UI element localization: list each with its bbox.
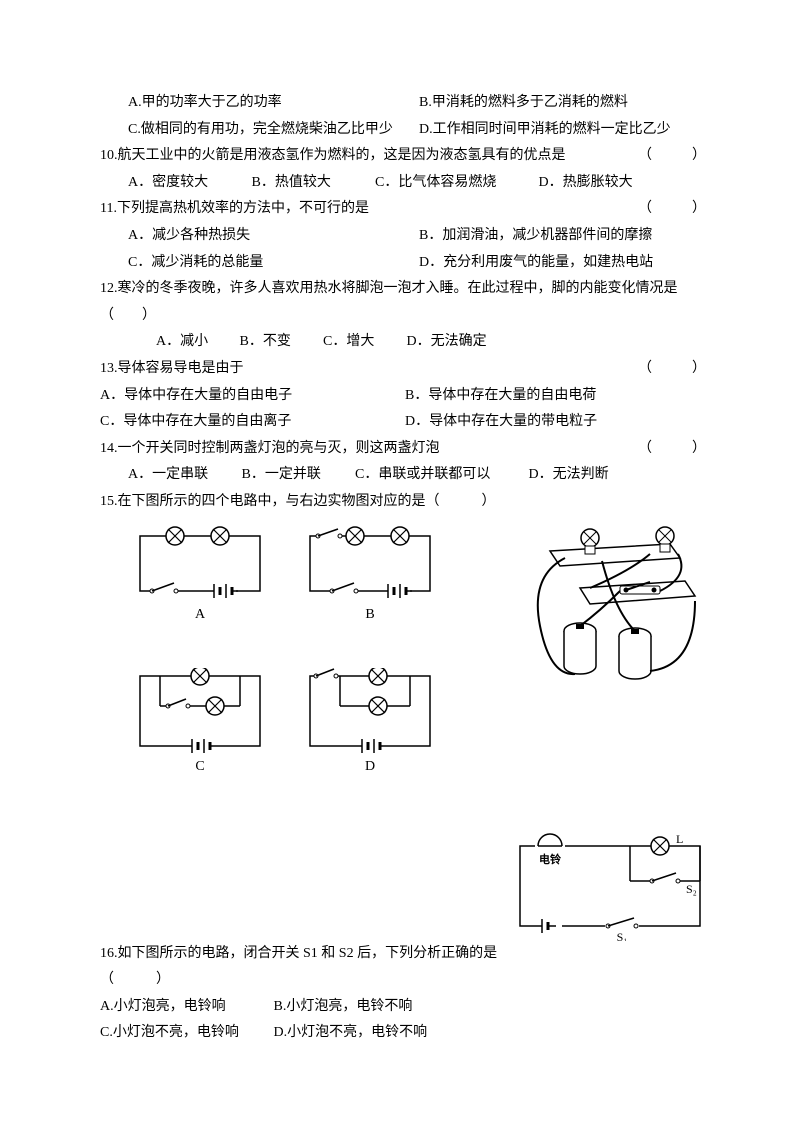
circuit-a: A [130, 526, 270, 629]
q10-optC: C．比气体容易燃烧 [375, 170, 535, 197]
q14-optB: B．一定并联 [242, 462, 352, 489]
q12-optA: A．减小 [156, 329, 236, 356]
q14-optC: C．串联或并联都可以 [355, 462, 525, 489]
q14-stem: 14.一个开关同时控制两盏灯泡的亮与灭，则这两盏灯泡 [100, 441, 440, 456]
q16-circuit-svg: 电铃 L S₂ S₁ [510, 831, 710, 941]
circuit-d-svg [300, 668, 440, 758]
q12-optD: D．无法确定 [407, 329, 487, 356]
q10-opts: A．密度较大 B．热值较大 C．比气体容易燃烧 D．热膨胀较大 [100, 170, 710, 197]
q14-opts: A．一定串联 B．一定并联 C．串联或并联都可以 D．无法判断 [100, 462, 710, 489]
q10-stem-row: 10.航天工业中的火箭是用液态氢作为燃料的，这是因为液态氢具有的优点是 （ ） [100, 143, 710, 170]
q13-optB: B．导体中存在大量的自由电荷 [405, 383, 710, 410]
q12-optB: B．不变 [240, 329, 320, 356]
q11-optC: C．减少消耗的总能量 [128, 250, 419, 277]
q16-row2: C.小灯泡不亮，电铃响 D.小灯泡不亮，电铃不响 [100, 1020, 710, 1047]
q16-optC: C.小灯泡不亮，电铃响 [100, 1020, 270, 1047]
q13-paren: （ ） [638, 356, 710, 383]
q13-optC: C．导体中存在大量的自由离子 [100, 409, 405, 436]
q12-opts: A．减小 B．不变 C．增大 D．无法确定 [100, 329, 710, 356]
q16-paren: （ ） [100, 967, 710, 994]
q11-row2: C．减少消耗的总能量 D．充分利用废气的能量，如建热电站 [100, 250, 710, 277]
bell-label: 电铃 [539, 852, 561, 866]
circuit-b-label: B [300, 602, 440, 629]
q13-optD: D．导体中存在大量的带电粒子 [405, 409, 710, 436]
q16-row1: A.小灯泡亮，电铃响 B.小灯泡亮，电铃不响 [100, 994, 710, 1021]
q9-optA: A.甲的功率大于乙的功率 [128, 90, 419, 117]
q10-optD: D．热膨胀较大 [539, 170, 633, 197]
s1-label: S₁ [617, 930, 628, 941]
q15-physical [520, 516, 710, 686]
q14-optD: D．无法判断 [529, 462, 609, 489]
q9-row2: C.做相同的有用功，完全燃烧柴油乙比甲少 D.工作相同时间甲消耗的燃料一定比乙少 [100, 117, 710, 144]
q16-circuit: 电铃 L S₂ S₁ [510, 831, 710, 941]
q14-paren: （ ） [638, 436, 710, 463]
q11-stem: 11.下列提高热机效率的方法中，不可行的是 [100, 201, 369, 216]
q10-paren: （ ） [638, 143, 710, 170]
q12-paren: （ ） [100, 303, 710, 330]
q14-optA: A．一定串联 [128, 462, 238, 489]
q15-diagrams-row2: C [130, 668, 520, 781]
q9-row1: A.甲的功率大于乙的功率 B.甲消耗的燃料多于乙消耗的燃料 [100, 90, 710, 117]
q11-optB: B．加润滑油，减少机器部件间的摩擦 [419, 223, 710, 250]
circuit-d: D [300, 668, 440, 781]
q16-optA: A.小灯泡亮，电铃响 [100, 994, 270, 1021]
circuit-d-label: D [300, 754, 440, 781]
q10-optA: A．密度较大 [128, 170, 248, 197]
circuit-a-svg [130, 526, 270, 606]
q9-optD: D.工作相同时间甲消耗的燃料一定比乙少 [419, 117, 710, 144]
q11-paren: （ ） [638, 196, 710, 223]
lamp-label: L [676, 832, 683, 846]
circuit-b-svg [300, 526, 440, 606]
s2-label: S₂ [686, 882, 697, 896]
q9-optC: C.做相同的有用功，完全燃烧柴油乙比甲少 [128, 117, 419, 144]
q16-stem: 16.如下图所示的电路，闭合开关 S1 和 S2 后，下列分析正确的是 [100, 941, 710, 968]
circuit-b: B [300, 526, 440, 629]
q15-diagrams-row1: A [130, 526, 520, 629]
q13-row2: C．导体中存在大量的自由离子 D．导体中存在大量的带电粒子 [100, 409, 710, 436]
q13-optA: A．导体中存在大量的自由电子 [100, 383, 405, 410]
q10-optB: B．热值较大 [252, 170, 372, 197]
q10-stem: 10.航天工业中的火箭是用液态氢作为燃料的，这是因为液态氢具有的优点是 [100, 148, 566, 163]
q12-optC: C．增大 [323, 329, 403, 356]
q13-stem: 13.导体容易导电是由于 [100, 361, 244, 376]
circuit-a-label: A [130, 602, 270, 629]
q15-stem: 15.在下图所示的四个电路中，与右边实物图对应的是（ ） [100, 489, 710, 516]
q13-row1: A．导体中存在大量的自由电子 B．导体中存在大量的自由电荷 [100, 383, 710, 410]
q14-stem-row: 14.一个开关同时控制两盏灯泡的亮与灭，则这两盏灯泡 （ ） [100, 436, 710, 463]
q12-stem: 12.寒冷的冬季夜晚，许多人喜欢用热水将脚泡一泡才入睡。在此过程中，脚的内能变化… [100, 276, 710, 303]
circuit-c-svg [130, 668, 270, 758]
q9-optB: B.甲消耗的燃料多于乙消耗的燃料 [419, 90, 710, 117]
q16-optD: D.小灯泡不亮，电铃不响 [274, 1020, 428, 1047]
q11-optA: A．减少各种热损失 [128, 223, 419, 250]
circuit-c-label: C [130, 754, 270, 781]
q11-stem-row: 11.下列提高热机效率的方法中，不可行的是 （ ） [100, 196, 710, 223]
q15-physical-svg [520, 516, 710, 686]
circuit-c: C [130, 668, 270, 781]
q11-optD: D．充分利用废气的能量，如建热电站 [419, 250, 710, 277]
q11-row1: A．减少各种热损失 B．加润滑油，减少机器部件间的摩擦 [100, 223, 710, 250]
q16-optB: B.小灯泡亮，电铃不响 [274, 994, 413, 1021]
q13-stem-row: 13.导体容易导电是由于 （ ） [100, 356, 710, 383]
